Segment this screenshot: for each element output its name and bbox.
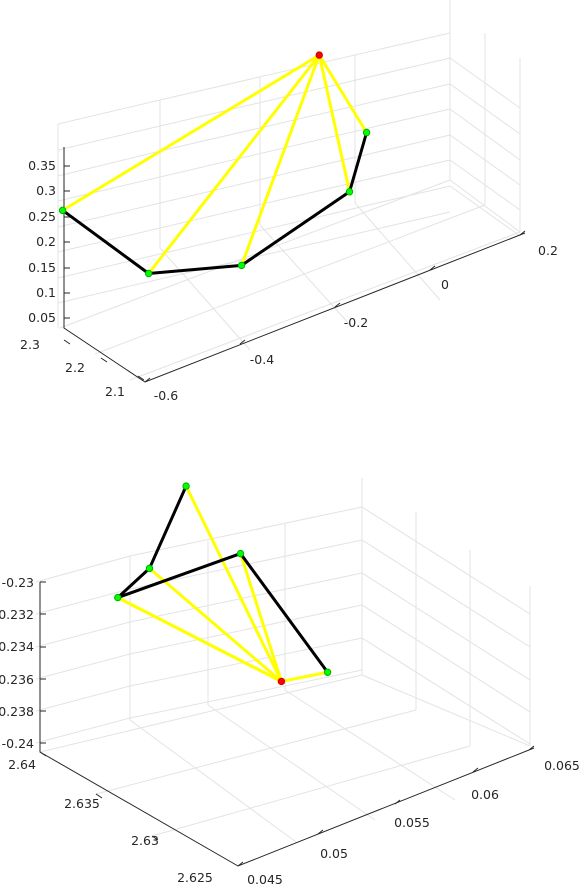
p1-z-tick: 0.2 [36,234,56,249]
connection-line [317,53,369,135]
p2-y-tick: 2.63 [131,833,159,848]
plot-1-axes [63,147,526,383]
p1-z-tick: 0.3 [36,183,56,198]
plot-1-edges [61,53,369,275]
joint-marker [345,188,354,196]
p2-z-tick: -0.23 [2,575,34,590]
p1-y-tick: 2.1 [105,384,125,399]
p1-x-tick: -0.2 [344,315,368,330]
p1-y-tick: 2.2 [65,360,85,375]
joint-marker [362,128,371,137]
plot-2-axes [39,581,535,867]
p1-z-tick: 0.35 [28,158,56,173]
p2-z-tick: -0.238 [0,704,34,719]
skeleton-line [240,190,352,267]
p1-z-tick: 0.25 [28,209,56,224]
plot-2-tick-labels: -0.23 -0.232 -0.234 -0.236 -0.238 -0.24 … [0,575,580,886]
plot-1-grid [57,0,521,381]
p2-x-tick: 0.045 [247,872,283,886]
connection-line [184,484,283,683]
joint-marker [323,668,332,676]
p2-y-tick: 2.625 [177,870,213,885]
plot-2-edges [116,484,330,683]
p2-z-tick: -0.24 [2,736,34,751]
connection-line [279,670,330,683]
joint-marker [237,261,246,270]
skeleton-line [147,484,188,570]
skeleton-line [239,552,330,674]
p1-x-tick: 0 [441,277,449,292]
p2-y-tick: 2.64 [8,757,36,772]
p2-x-tick: 0.06 [471,787,499,802]
p2-x-tick: 0.05 [320,846,348,861]
p2-y-tick: 2.635 [64,796,100,811]
joint-marker [114,593,122,602]
skeleton-line [116,566,151,600]
connection-line [61,53,321,212]
p2-z-tick: -0.234 [0,639,34,654]
connection-line [116,596,283,683]
plot-2-joints [114,482,332,686]
p1-x-tick: -0.4 [250,352,274,367]
joint-marker [58,206,67,215]
p1-x-tick: 0.2 [538,243,558,258]
root-joint-marker [277,677,286,686]
skeleton-line [116,552,243,600]
joint-marker [236,549,245,558]
joint-marker [182,482,190,490]
connection-line [317,53,352,194]
skeleton-line [147,263,244,275]
plot-2-grid [35,478,531,843]
p1-x-tick: -0.6 [154,388,178,403]
p2-z-tick: -0.236 [0,672,34,687]
p2-x-tick: 0.055 [394,815,430,830]
p1-z-tick: 0.1 [36,285,56,300]
plot-1-joints [58,51,371,278]
joint-marker [144,269,153,278]
p2-z-tick: -0.232 [0,607,34,622]
connection-line [239,552,283,683]
p1-z-tick: 0.05 [28,310,56,325]
connection-line [147,566,283,683]
plot-1: 0.35 0.3 0.25 0.2 0.15 0.1 0.05 2.3 2.2 … [20,0,558,403]
plot-2: -0.23 -0.232 -0.234 -0.236 -0.238 -0.24 … [0,478,580,886]
p1-z-tick: 0.15 [28,260,56,275]
connection-line [240,53,321,267]
connection-line [147,53,321,275]
root-joint-marker [315,51,323,59]
p2-x-tick: 0.065 [544,758,580,773]
skeleton-line [61,208,151,275]
plot-1-tick-labels: 0.35 0.3 0.25 0.2 0.15 0.1 0.05 2.3 2.2 … [20,158,558,403]
skeleton-line [348,131,369,194]
joint-marker [145,564,154,573]
p1-y-tick: 2.3 [20,337,40,352]
